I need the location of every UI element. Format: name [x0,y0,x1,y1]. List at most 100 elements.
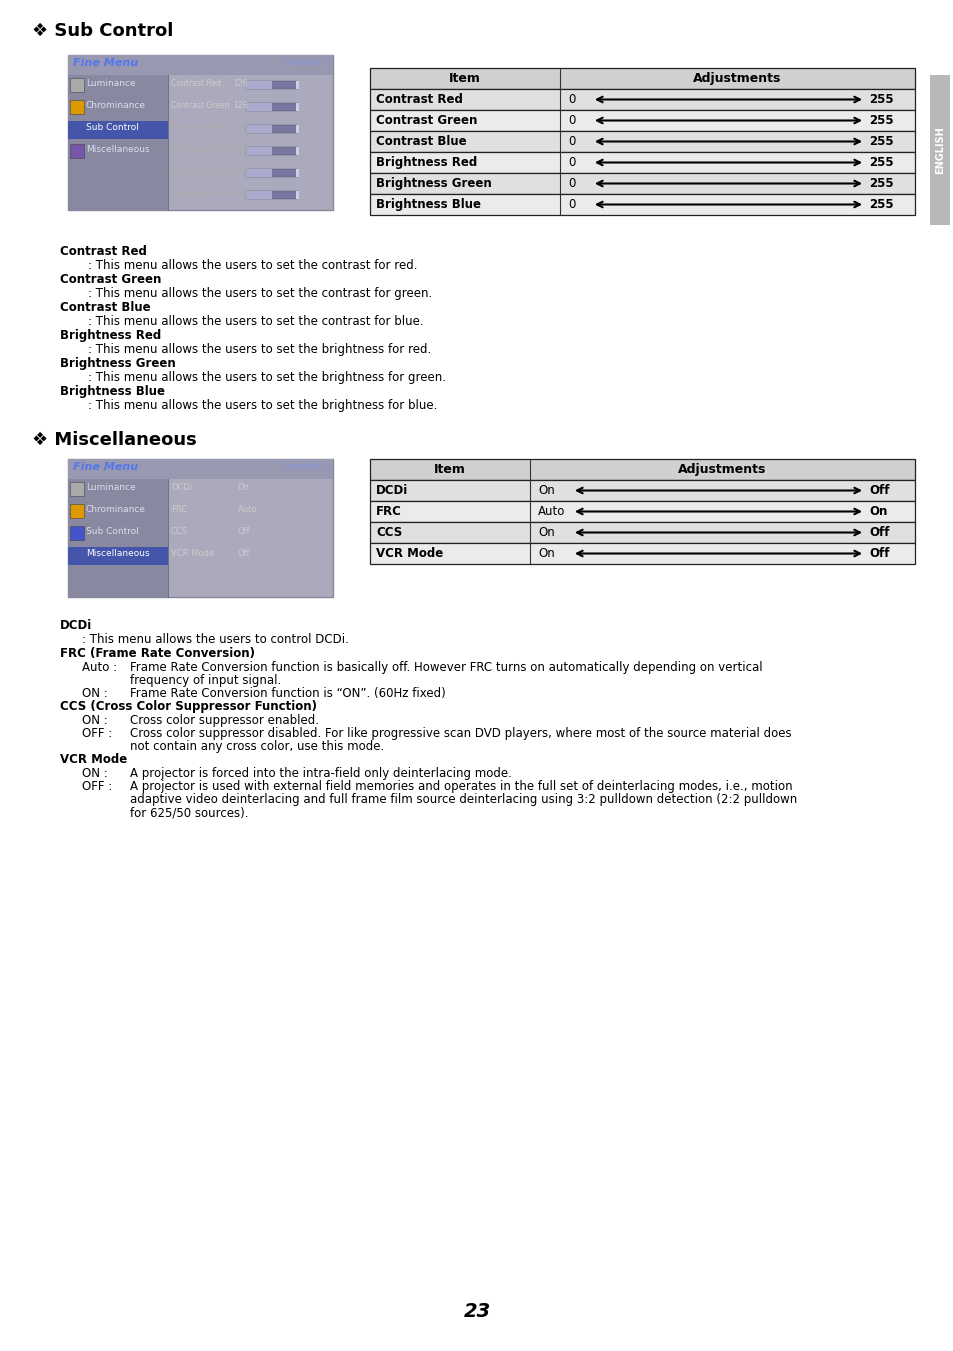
Text: Contrast Red: Contrast Red [171,78,221,88]
Bar [70,100,84,113]
Text: 0: 0 [567,177,575,190]
Bar [68,547,168,565]
Text: 0: 0 [567,113,575,127]
Text: OFF :: OFF : [82,780,112,793]
Text: Fine Menu: Fine Menu [73,462,138,471]
Text: On: On [537,547,554,561]
Bar [246,81,272,89]
Text: frequency of input signal.: frequency of input signal. [130,674,281,688]
Text: 128: 128 [233,101,247,109]
Text: VCR Mode: VCR Mode [375,547,443,561]
Text: Contrast Blue: Contrast Blue [375,135,466,149]
Text: Cross color suppressor disabled. For like progressive scan DVD players, where mo: Cross color suppressor disabled. For lik… [130,727,791,740]
Bar [370,459,914,480]
Text: for 625/50 sources).: for 625/50 sources). [130,807,248,819]
Text: Brightness Blue: Brightness Blue [375,199,480,211]
Text: Off: Off [237,527,251,536]
Text: : This menu allows the users to set the brightness for green.: : This menu allows the users to set the … [88,372,446,384]
Bar [370,543,914,563]
Text: Luminance: Luminance [86,484,135,492]
Text: Fine Menu: Fine Menu [73,58,138,68]
Text: Item: Item [449,72,480,85]
Text: DCDi: DCDi [375,484,408,497]
Text: Off: Off [868,484,888,497]
Bar [70,122,84,136]
Text: Sub Control: Sub Control [86,527,139,536]
Bar [70,526,84,540]
Bar [246,126,297,132]
Text: ❖ Sub Control: ❖ Sub Control [32,22,173,41]
Bar [370,68,914,89]
Bar [246,103,297,111]
Text: 128: 128 [233,145,247,154]
Text: VCR Mode: VCR Mode [60,753,127,766]
Bar [370,109,914,131]
Bar [246,190,297,199]
Text: Contrast Blue: Contrast Blue [60,301,151,313]
Text: A projector is used with external field memories and operates in the full set of: A projector is used with external field … [130,780,792,793]
Text: Contrast Green: Contrast Green [171,101,230,109]
Text: FRC (Frame Rate Conversion): FRC (Frame Rate Conversion) [60,647,254,661]
Bar [370,501,914,521]
Text: 128: 128 [233,189,247,199]
Text: Brightness Green: Brightness Green [60,357,175,370]
Bar [246,190,272,199]
Text: Auto: Auto [537,505,565,517]
Bar [370,521,914,543]
Text: adaptive video deinterlacing and full frame film source deinterlacing using 3:2 : adaptive video deinterlacing and full fr… [130,793,797,807]
Text: 255: 255 [868,199,893,211]
Bar [929,76,949,226]
Text: CCS: CCS [375,526,402,539]
Text: Off: Off [868,526,888,539]
Text: FRC: FRC [171,505,187,513]
Text: Contrast Blue: Contrast Blue [171,123,223,132]
Bar [246,147,297,155]
Text: 0: 0 [567,155,575,169]
Bar [246,169,272,177]
Text: 255: 255 [868,135,893,149]
Text: : This menu allows the users to set the contrast for red.: : This menu allows the users to set the … [88,259,417,272]
Text: 255: 255 [868,93,893,105]
Text: ❖ Miscellaneous: ❖ Miscellaneous [32,431,196,449]
Text: Chrominance: Chrominance [86,505,146,513]
Bar [246,126,272,132]
Bar [246,169,297,177]
Bar [70,504,84,517]
Text: 0: 0 [567,135,575,149]
Text: Brightness Blue: Brightness Blue [60,385,165,399]
Text: 255: 255 [868,177,893,190]
Text: 128: 128 [233,123,247,132]
Text: DCDi: DCDi [60,619,92,632]
Text: 255: 255 [868,155,893,169]
Bar [295,103,298,111]
Text: ENGLISH: ENGLISH [934,126,944,174]
Bar [70,78,84,92]
Text: Cross color suppressor enabled.: Cross color suppressor enabled. [130,713,318,727]
Bar [295,81,298,89]
Bar [68,459,333,480]
Text: Off: Off [868,547,888,561]
Text: On: On [868,505,886,517]
Bar [68,480,168,597]
Text: Auto: Auto [237,505,257,513]
Bar [370,131,914,153]
Text: Brightness Red: Brightness Red [60,330,161,342]
Text: Brightness Red: Brightness Red [171,145,229,154]
Bar [370,89,914,109]
Bar [246,147,272,155]
Bar [68,459,333,597]
Text: Auto :: Auto : [82,661,117,674]
Bar [68,55,333,209]
Text: VCR Mode: VCR Mode [171,549,213,558]
Bar [70,482,84,496]
Bar [70,145,84,158]
Text: ON :: ON : [82,688,108,700]
Bar [370,195,914,215]
Bar [295,190,298,199]
Text: DCDi: DCDi [171,484,193,492]
Bar [70,549,84,562]
Text: Chrominance: Chrominance [86,101,146,109]
Text: Frame Rate Conversion function is “ON”. (60Hz fixed): Frame Rate Conversion function is “ON”. … [130,688,445,700]
Text: A projector is forced into the intra-field only deinterlacing mode.: A projector is forced into the intra-fie… [130,767,512,780]
Bar [295,126,298,132]
